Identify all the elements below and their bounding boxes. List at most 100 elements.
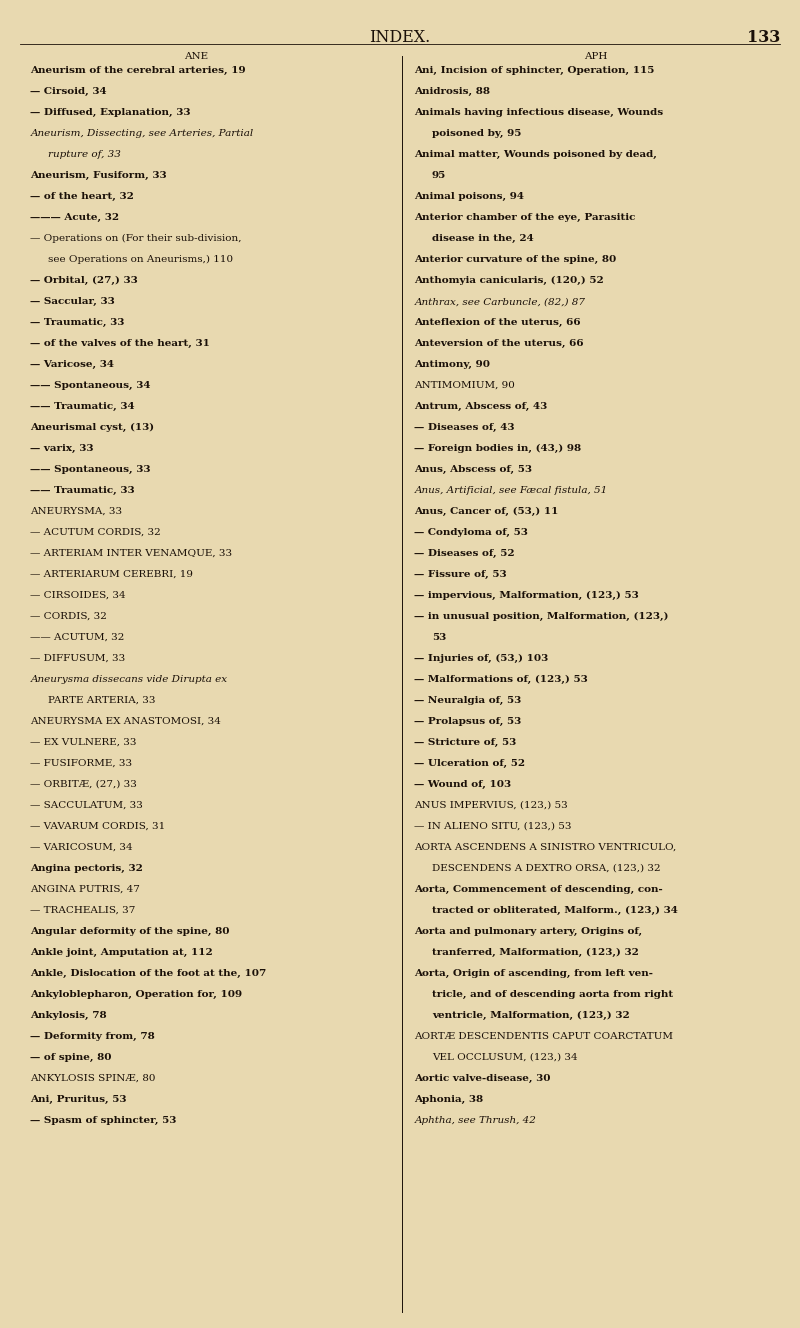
Text: — EX VULNERE, 33: — EX VULNERE, 33	[30, 738, 137, 746]
Text: — of the valves of the heart, 31: — of the valves of the heart, 31	[30, 339, 210, 348]
Text: — VAVARUM CORDIS, 31: — VAVARUM CORDIS, 31	[30, 822, 166, 831]
Text: — CORDIS, 32: — CORDIS, 32	[30, 612, 107, 622]
Text: — ARTERIARUM CEREBRI, 19: — ARTERIARUM CEREBRI, 19	[30, 570, 194, 579]
Text: — Varicose, 34: — Varicose, 34	[30, 360, 114, 369]
Text: Aneurysma dissecans vide Dirupta ex: Aneurysma dissecans vide Dirupta ex	[30, 675, 227, 684]
Text: 133: 133	[746, 28, 780, 45]
Text: ANKYLOSIS SPINÆ, 80: ANKYLOSIS SPINÆ, 80	[30, 1073, 156, 1082]
Text: AORTÆ DESCENDENTIS CAPUT COARCTATUM: AORTÆ DESCENDENTIS CAPUT COARCTATUM	[414, 1032, 674, 1041]
Text: ANUS IMPERVIUS, (123,) 53: ANUS IMPERVIUS, (123,) 53	[414, 801, 568, 810]
Text: — VARICOSUM, 34: — VARICOSUM, 34	[30, 843, 133, 851]
Text: disease in the, 24: disease in the, 24	[432, 234, 534, 243]
Text: — Saccular, 33: — Saccular, 33	[30, 297, 115, 307]
Text: — Injuries of, (53,) 103: — Injuries of, (53,) 103	[414, 653, 549, 663]
Text: — Condyloma of, 53: — Condyloma of, 53	[414, 529, 528, 537]
Text: Ani, Pruritus, 53: Ani, Pruritus, 53	[30, 1094, 127, 1104]
Text: VEL OCCLUSUM, (123,) 34: VEL OCCLUSUM, (123,) 34	[432, 1053, 578, 1061]
Text: rupture of, 33: rupture of, 33	[48, 150, 121, 159]
Text: — Stricture of, 53: — Stricture of, 53	[414, 738, 517, 746]
Text: ANTIMOMIUM, 90: ANTIMOMIUM, 90	[414, 381, 515, 390]
Text: AORTA ASCENDENS A SINISTRO VENTRICULO,: AORTA ASCENDENS A SINISTRO VENTRICULO,	[414, 843, 677, 851]
Text: — of spine, 80: — of spine, 80	[30, 1053, 112, 1061]
Text: — Diffused, Explanation, 33: — Diffused, Explanation, 33	[30, 109, 191, 117]
Text: Aortic valve-disease, 30: Aortic valve-disease, 30	[414, 1073, 551, 1082]
Text: 53: 53	[432, 633, 446, 641]
Text: — of the heart, 32: — of the heart, 32	[30, 193, 134, 202]
Text: APH: APH	[584, 52, 608, 61]
Text: — Diseases of, 43: — Diseases of, 43	[414, 424, 515, 432]
Text: — Cirsoid, 34: — Cirsoid, 34	[30, 88, 107, 97]
Text: Ankle joint, Amputation at, 112: Ankle joint, Amputation at, 112	[30, 948, 213, 956]
Text: — Malformations of, (123,) 53: — Malformations of, (123,) 53	[414, 675, 588, 684]
Text: Anterior chamber of the eye, Parasitic: Anterior chamber of the eye, Parasitic	[414, 214, 636, 222]
Text: — varix, 33: — varix, 33	[30, 444, 94, 453]
Text: Aneurismal cyst, (13): Aneurismal cyst, (13)	[30, 424, 154, 432]
Text: Anterior curvature of the spine, 80: Anterior curvature of the spine, 80	[414, 255, 617, 264]
Text: Aneurism, Fusiform, 33: Aneurism, Fusiform, 33	[30, 171, 167, 181]
Text: Angina pectoris, 32: Angina pectoris, 32	[30, 863, 143, 872]
Text: Aneurism of the cerebral arteries, 19: Aneurism of the cerebral arteries, 19	[30, 66, 246, 76]
Text: — Wound of, 103: — Wound of, 103	[414, 780, 511, 789]
Text: — Deformity from, 78: — Deformity from, 78	[30, 1032, 155, 1041]
Text: Anus, Cancer of, (53,) 11: Anus, Cancer of, (53,) 11	[414, 507, 558, 517]
Text: —— Spontaneous, 33: —— Spontaneous, 33	[30, 465, 151, 474]
Text: — Fissure of, 53: — Fissure of, 53	[414, 570, 507, 579]
Text: Animal poisons, 94: Animal poisons, 94	[414, 193, 525, 202]
Text: Ankyloblepharon, Operation for, 109: Ankyloblepharon, Operation for, 109	[30, 989, 242, 999]
Text: — Ulceration of, 52: — Ulceration of, 52	[414, 758, 526, 768]
Text: PARTE ARTERIA, 33: PARTE ARTERIA, 33	[48, 696, 155, 705]
Text: ANE: ANE	[184, 52, 208, 61]
Text: Ankle, Dislocation of the foot at the, 107: Ankle, Dislocation of the foot at the, 1…	[30, 968, 266, 977]
Text: Aorta and pulmonary artery, Origins of,: Aorta and pulmonary artery, Origins of,	[414, 927, 642, 936]
Text: Animal matter, Wounds poisoned by dead,: Animal matter, Wounds poisoned by dead,	[414, 150, 658, 159]
Text: Anteversion of the uterus, 66: Anteversion of the uterus, 66	[414, 339, 584, 348]
Text: — DIFFUSUM, 33: — DIFFUSUM, 33	[30, 653, 126, 663]
Text: Animals having infectious disease, Wounds: Animals having infectious disease, Wound…	[414, 109, 663, 117]
Text: ANEURYSMA, 33: ANEURYSMA, 33	[30, 507, 122, 517]
Text: Ani, Incision of sphincter, Operation, 115: Ani, Incision of sphincter, Operation, 1…	[414, 66, 654, 76]
Text: Antrum, Abscess of, 43: Antrum, Abscess of, 43	[414, 402, 548, 412]
Text: ANGINA PUTRIS, 47: ANGINA PUTRIS, 47	[30, 884, 140, 894]
Text: Anidrosis, 88: Anidrosis, 88	[414, 88, 490, 97]
Text: — Prolapsus of, 53: — Prolapsus of, 53	[414, 717, 522, 726]
Text: tricle, and of descending aorta from right: tricle, and of descending aorta from rig…	[432, 989, 673, 999]
Text: Aphonia, 38: Aphonia, 38	[414, 1094, 483, 1104]
Text: see Operations on Aneurisms,) 110: see Operations on Aneurisms,) 110	[48, 255, 233, 264]
Text: DESCENDENS A DEXTRO ORSA, (123,) 32: DESCENDENS A DEXTRO ORSA, (123,) 32	[432, 863, 661, 872]
Text: 95: 95	[432, 171, 446, 181]
Text: —— ACUTUM, 32: —— ACUTUM, 32	[30, 633, 125, 641]
Text: Anthomyia canicularis, (120,) 52: Anthomyia canicularis, (120,) 52	[414, 276, 604, 286]
Text: — Foreign bodies in, (43,) 98: — Foreign bodies in, (43,) 98	[414, 444, 582, 453]
Text: Ankylosis, 78: Ankylosis, 78	[30, 1011, 107, 1020]
Text: — Diseases of, 52: — Diseases of, 52	[414, 548, 515, 558]
Text: tracted or obliterated, Malform., (123,) 34: tracted or obliterated, Malform., (123,)…	[432, 906, 678, 915]
Text: — impervious, Malformation, (123,) 53: — impervious, Malformation, (123,) 53	[414, 591, 639, 600]
Text: — Orbital, (27,) 33: — Orbital, (27,) 33	[30, 276, 138, 286]
Text: Angular deformity of the spine, 80: Angular deformity of the spine, 80	[30, 927, 230, 936]
Text: — TRACHEALIS, 37: — TRACHEALIS, 37	[30, 906, 136, 915]
Text: Aneurism, Dissecting, see Arteries, Partial: Aneurism, Dissecting, see Arteries, Part…	[30, 129, 254, 138]
Text: — Operations on (For their sub-division,: — Operations on (For their sub-division,	[30, 234, 242, 243]
Text: poisoned by, 95: poisoned by, 95	[432, 129, 522, 138]
Text: ——— Acute, 32: ——— Acute, 32	[30, 214, 119, 222]
Text: —— Traumatic, 33: —— Traumatic, 33	[30, 486, 135, 495]
Text: Anus, Artificial, see Fæcal fistula, 51: Anus, Artificial, see Fæcal fistula, 51	[414, 486, 608, 495]
Text: — FUSIFORME, 33: — FUSIFORME, 33	[30, 758, 133, 768]
Text: — SACCULATUM, 33: — SACCULATUM, 33	[30, 801, 143, 810]
Text: — Spasm of sphincter, 53: — Spasm of sphincter, 53	[30, 1116, 177, 1125]
Text: — IN ALIENO SITU, (123,) 53: — IN ALIENO SITU, (123,) 53	[414, 822, 572, 831]
Text: Anthrax, see Carbuncle, (82,) 87: Anthrax, see Carbuncle, (82,) 87	[414, 297, 586, 307]
Text: — Traumatic, 33: — Traumatic, 33	[30, 319, 125, 327]
Text: ventricle, Malformation, (123,) 32: ventricle, Malformation, (123,) 32	[432, 1011, 630, 1020]
Text: — in unusual position, Malformation, (123,): — in unusual position, Malformation, (12…	[414, 612, 669, 622]
Text: INDEX.: INDEX.	[370, 28, 430, 45]
Text: — ARTERIAM INTER VENAMQUE, 33: — ARTERIAM INTER VENAMQUE, 33	[30, 548, 233, 558]
Text: Anteflexion of the uterus, 66: Anteflexion of the uterus, 66	[414, 319, 581, 327]
Text: — Neuralgia of, 53: — Neuralgia of, 53	[414, 696, 522, 705]
Text: ANEURYSMA EX ANASTOMOSI, 34: ANEURYSMA EX ANASTOMOSI, 34	[30, 717, 222, 726]
Text: Anus, Abscess of, 53: Anus, Abscess of, 53	[414, 465, 533, 474]
Text: — ORBITÆ, (27,) 33: — ORBITÆ, (27,) 33	[30, 780, 138, 789]
Text: tranferred, Malformation, (123,) 32: tranferred, Malformation, (123,) 32	[432, 948, 639, 956]
Text: Antimony, 90: Antimony, 90	[414, 360, 490, 369]
Text: Aorta, Commencement of descending, con-: Aorta, Commencement of descending, con-	[414, 884, 663, 894]
